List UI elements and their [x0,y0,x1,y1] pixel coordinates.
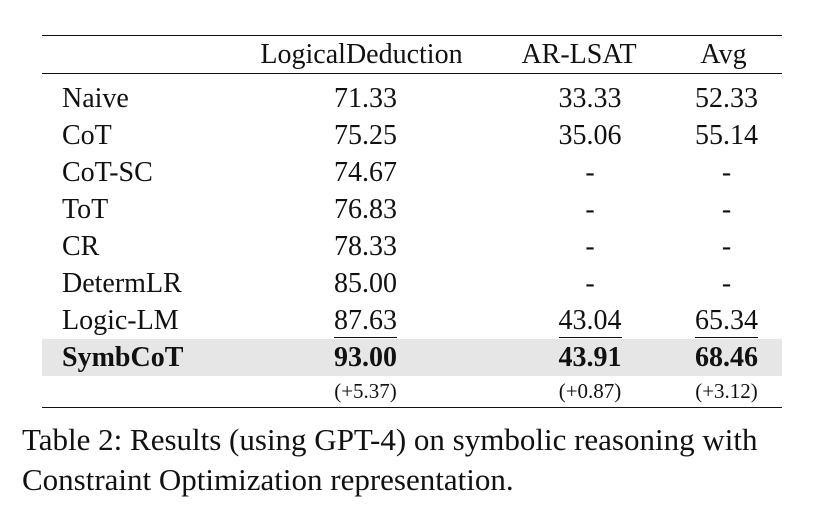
underlined-value: 65.34 [695,305,758,338]
table-row: CoT 75.25 35.06 55.14 [42,117,782,154]
row-method: Naive [62,83,129,114]
table-caption: Table 2: Results (using GPT-4) on symbol… [22,422,758,497]
row-logical-deduction: 75.25 [334,120,397,151]
table-row-best: SymbCoT 93.00 43.91 68.46 [42,339,782,376]
header-ar-lsat: AR-LSAT [493,35,665,74]
row-method: SymbCoT [42,339,230,376]
row-ar-lsat: - [585,231,595,262]
row-method: CoT-SC [62,157,153,188]
row-method: DetermLR [62,268,182,299]
row-avg: - [721,157,732,188]
row-ar-lsat: 43.91 [493,339,665,376]
delta-logical-deduction: (+5.37) [334,379,397,403]
delta-avg: (+3.12) [695,379,758,403]
row-avg: 55.14 [695,120,758,151]
table-row: DetermLR 85.00 - - [42,265,782,302]
row-ar-lsat: 33.33 [558,83,622,114]
header-logical-deduction: LogicalDeduction [230,35,493,74]
row-avg: - [721,194,732,225]
table-row: CoT-SC 74.67 - - [42,154,782,191]
table-row: CR 78.33 - - [42,228,782,265]
row-avg: - [721,268,732,299]
row-ar-lsat: 35.06 [558,120,622,151]
row-logical-deduction: 78.33 [334,231,397,262]
row-ar-lsat: - [585,194,595,225]
results-table-container: LogicalDeduction AR-LSAT Avg Naive 71.33… [42,35,782,408]
table-row-delta: (+5.37) (+0.87) (+3.12) [42,376,782,408]
row-method: CR [62,231,100,262]
table-row-second-best: Logic-LM 87.63 43.04 65.34 [42,302,782,339]
row-method: CoT [62,120,112,151]
table-row: ToT 76.83 - - [42,191,782,228]
row-logical-deduction: 85.00 [334,268,397,299]
row-avg: 65.34 [665,302,782,339]
header-avg: Avg [665,35,782,74]
row-logical-deduction: 93.00 [230,339,493,376]
row-ar-lsat: - [585,157,595,188]
row-logical-deduction: 87.63 [230,302,493,339]
header-method [42,35,230,74]
row-avg: 52.33 [695,83,758,114]
delta-empty [42,376,230,408]
row-method: Logic-LM [62,305,179,336]
table-row: Naive 71.33 33.33 52.33 [42,80,782,117]
underlined-value: 43.04 [558,305,622,338]
row-logical-deduction: 71.33 [334,83,397,114]
results-table: LogicalDeduction AR-LSAT Avg Naive 71.33… [42,35,782,408]
delta-ar-lsat: (+0.87) [558,379,622,403]
row-logical-deduction: 76.83 [334,194,397,225]
row-ar-lsat: - [585,268,595,299]
row-avg: 68.46 [665,339,782,376]
row-ar-lsat: 43.04 [493,302,665,339]
underlined-value: 87.63 [334,305,397,338]
table-header-row: LogicalDeduction AR-LSAT Avg [42,35,782,74]
row-logical-deduction: 74.67 [334,157,397,188]
row-method: ToT [62,194,109,225]
row-avg: - [721,231,732,262]
